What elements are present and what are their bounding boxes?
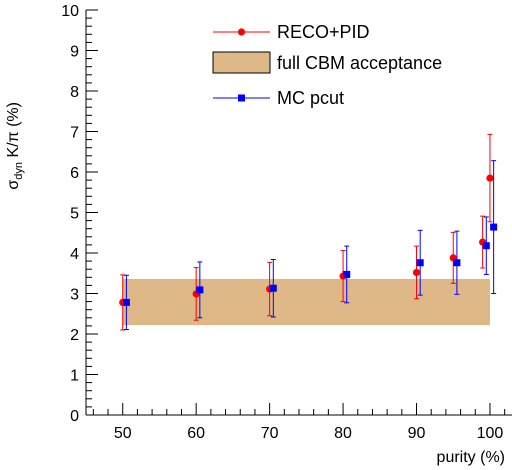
data-point: [416, 259, 424, 267]
y-tick-label: 1: [70, 368, 79, 385]
data-point: [482, 242, 490, 250]
data-point: [196, 286, 204, 294]
y-axis-title-main: σ: [5, 180, 22, 190]
data-point: [490, 223, 498, 231]
y-tick-label: 6: [70, 165, 79, 182]
x-tick-label: 80: [334, 425, 352, 442]
legend-label-mc-pcut: MC pcut: [277, 88, 344, 108]
x-tick-label: 90: [408, 425, 426, 442]
y-tick-label: 3: [70, 287, 79, 304]
x-axis-title: purity (%): [437, 449, 505, 466]
y-tick-label: 9: [70, 44, 79, 61]
y-axis-title-sub: dyn: [13, 162, 25, 180]
legend-swatch-band: [212, 51, 271, 74]
axes: 0 1 2 3 4 5 6 7 8 9 10 50 60 70 80 90 100: [61, 3, 512, 442]
data-point: [343, 270, 351, 278]
legend-label-reco-pid: RECO+PID: [277, 22, 370, 42]
y-tick-label: 10: [61, 3, 79, 20]
x-tick-label: 70: [261, 425, 279, 442]
y-tick-label: 0: [70, 408, 79, 425]
marker-layer: [119, 174, 498, 307]
legend-marker-reco-pid: [237, 28, 246, 36]
y-tick-label: 2: [70, 327, 79, 344]
y-axis-title-rest: K/π (%): [5, 102, 22, 162]
y-tick-label: 4: [70, 246, 79, 263]
y-tick-label: 5: [70, 206, 79, 223]
data-point: [453, 259, 461, 267]
x-tick-label: 50: [114, 425, 132, 442]
y-tick-label: 7: [70, 125, 79, 142]
data-point: [269, 284, 277, 292]
y-axis-title: σdyn K/π (%): [5, 102, 25, 190]
y-tick-label: 8: [70, 84, 79, 101]
legend-label-band: full CBM acceptance: [277, 53, 442, 73]
x-tick-label: 100: [477, 425, 504, 442]
data-point: [412, 268, 421, 277]
legend-marker-mc-pcut: [238, 94, 245, 102]
band-layer: [122, 278, 490, 326]
legend: RECO+PID full CBM acceptance MC pcut: [212, 22, 442, 108]
data-point: [122, 298, 130, 306]
data-point: [486, 174, 494, 182]
acceptance-band: [122, 278, 490, 326]
x-tick-label: 60: [187, 425, 205, 442]
